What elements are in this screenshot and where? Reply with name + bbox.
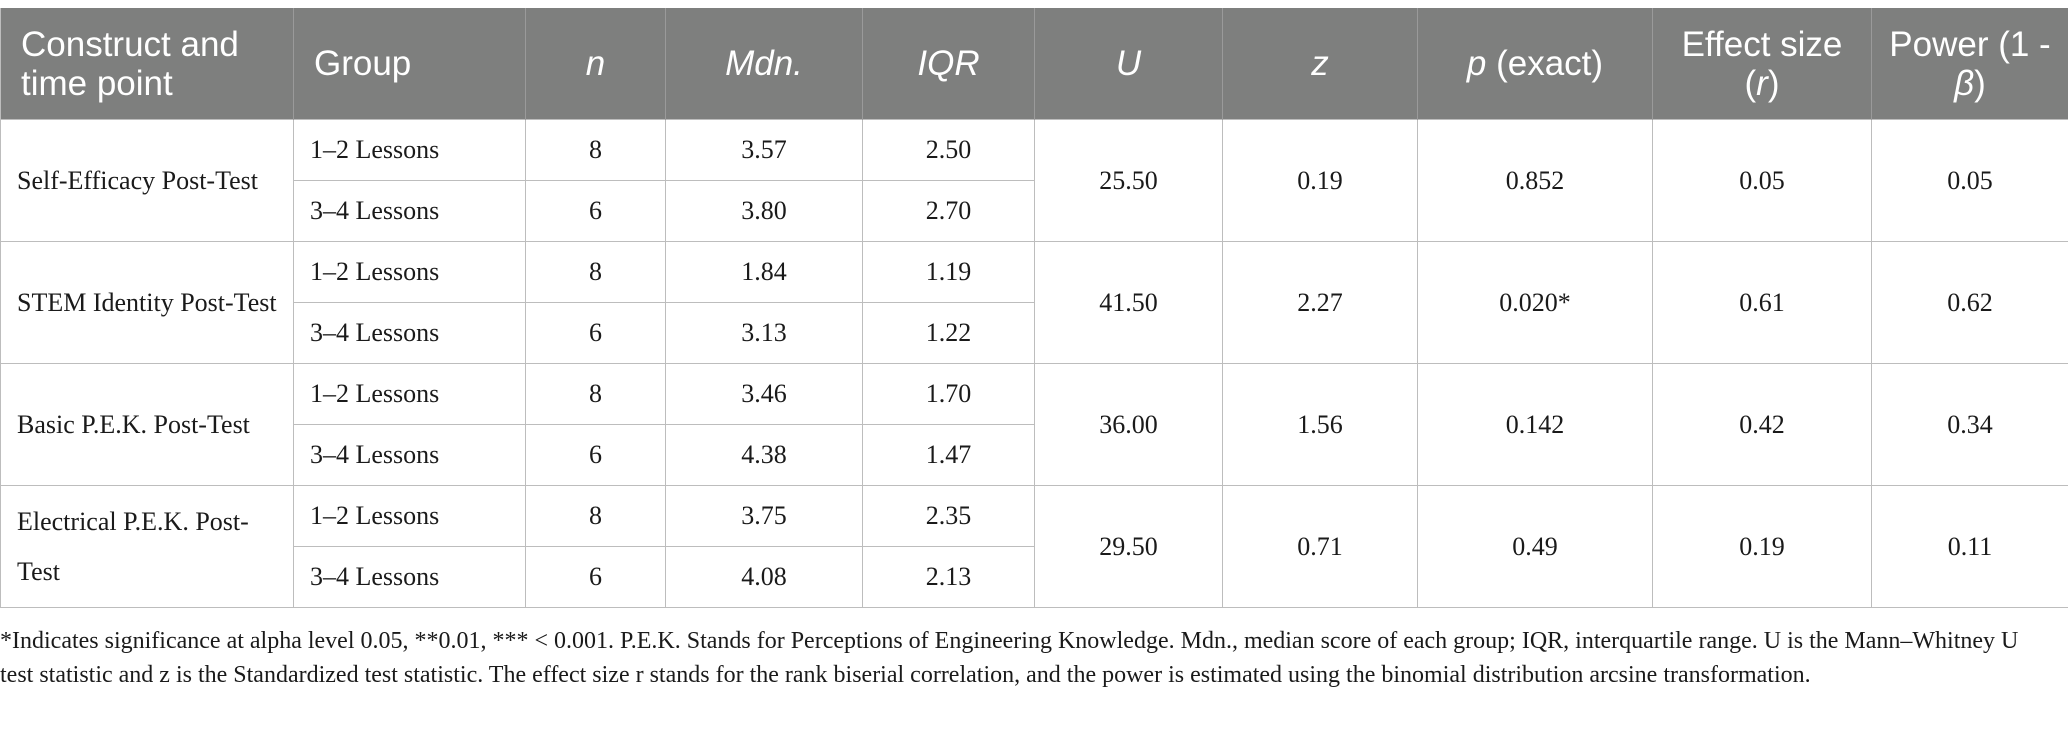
z-cell: 1.56 (1222, 363, 1418, 486)
table-container: Construct and time point Group n Mdn. IQ… (0, 8, 2068, 608)
table-row: Electrical P.E.K. Post-Test 1–2 Lessons … (0, 485, 2068, 608)
iqr-cell: 1.22 (862, 302, 1035, 364)
group-cell: 3–4 Lessons (293, 546, 526, 608)
table-row: 3–4 Lessons 6 3.13 1.22 (1, 302, 2068, 364)
group-cell: 3–4 Lessons (293, 424, 526, 486)
header-power-label: Power (1 - (1889, 24, 2051, 64)
mdn-cell: 4.08 (665, 546, 863, 608)
header-n: n (525, 8, 666, 120)
construct-cell: Self-Efficacy Post-Test (0, 119, 294, 242)
mdn-cell: 1.84 (665, 241, 863, 303)
header-u: U (1034, 8, 1223, 120)
p-cell: 0.142 (1417, 363, 1653, 486)
p-cell: 0.020* (1417, 241, 1653, 364)
header-effect-label: Effect size (1681, 24, 1843, 64)
construct-cell: Basic P.E.K. Post-Test (0, 363, 294, 486)
n-cell: 6 (525, 546, 666, 608)
mdn-cell: 4.38 (665, 424, 863, 486)
construct-cell: Electrical P.E.K. Post-Test (0, 485, 294, 608)
n-cell: 8 (525, 485, 666, 547)
header-iqr: IQR (862, 8, 1035, 120)
header-effect-size: Effect size (r) (1652, 8, 1872, 120)
n-cell: 8 (525, 119, 666, 181)
group-cell: 1–2 Lessons (293, 485, 526, 547)
iqr-cell: 2.50 (862, 119, 1035, 181)
iqr-cell: 1.19 (862, 241, 1035, 303)
mdn-cell: 3.75 (665, 485, 863, 547)
iqr-cell: 1.47 (862, 424, 1035, 486)
header-p: p (exact) (1417, 8, 1653, 120)
construct-cell: STEM Identity Post-Test (0, 241, 294, 364)
group-cell: 3–4 Lessons (293, 302, 526, 364)
iqr-cell: 2.13 (862, 546, 1035, 608)
mdn-cell: 3.57 (665, 119, 863, 181)
header-row: Construct and time point Group n Mdn. IQ… (0, 8, 2068, 120)
effect-size-cell: 0.42 (1652, 363, 1872, 486)
iqr-cell: 2.70 (862, 180, 1035, 242)
z-cell: 0.19 (1222, 119, 1418, 242)
iqr-cell: 1.70 (862, 363, 1035, 425)
header-p-label: (exact) (1486, 44, 1604, 83)
group-cell: 1–2 Lessons (293, 241, 526, 303)
results-table: Construct and time point Group n Mdn. IQ… (0, 8, 2068, 608)
table-row: Basic P.E.K. Post-Test 1–2 Lessons 8 3.4… (0, 363, 2068, 486)
power-cell: 0.62 (1871, 241, 2068, 364)
z-cell: 2.27 (1222, 241, 1418, 364)
effect-size-cell: 0.05 (1652, 119, 1872, 242)
table-row: STEM Identity Post-Test 1–2 Lessons 8 1.… (0, 241, 2068, 364)
mdn-cell: 3.13 (665, 302, 863, 364)
header-z: z (1222, 8, 1418, 120)
header-p-symbol: p (1466, 44, 1487, 83)
power-cell: 0.11 (1871, 485, 2068, 608)
u-cell: 36.00 (1034, 363, 1223, 486)
header-mdn: Mdn. (665, 8, 863, 120)
header-construct: Construct and time point (0, 8, 294, 120)
p-cell: 0.852 (1417, 119, 1653, 242)
n-cell: 6 (525, 180, 666, 242)
table-row: 3–4 Lessons 6 4.08 2.13 (1, 546, 2068, 608)
mdn-cell: 3.80 (665, 180, 863, 242)
z-cell: 0.71 (1222, 485, 1418, 608)
n-cell: 6 (525, 424, 666, 486)
mdn-cell: 3.46 (665, 363, 863, 425)
header-group: Group (293, 8, 526, 120)
table-row: 3–4 Lessons 6 4.38 1.47 (1, 424, 2068, 486)
n-cell: 6 (525, 302, 666, 364)
power-cell: 0.05 (1871, 119, 2068, 242)
n-cell: 8 (525, 363, 666, 425)
u-cell: 41.50 (1034, 241, 1223, 364)
iqr-cell: 2.35 (862, 485, 1035, 547)
header-power: Power (1 - β) (1871, 8, 2068, 120)
p-cell: 0.49 (1417, 485, 1653, 608)
n-cell: 8 (525, 241, 666, 303)
header-effect-symbol: r (1756, 63, 1768, 103)
table-footnote: *Indicates significance at alpha level 0… (0, 628, 2019, 688)
effect-size-cell: 0.61 (1652, 241, 1872, 364)
table-row: 3–4 Lessons 6 3.80 2.70 (1, 180, 2068, 242)
table-row: Self-Efficacy Post-Test 1–2 Lessons 8 3.… (0, 119, 2068, 242)
header-power-symbol: β (1954, 63, 1975, 103)
group-cell: 1–2 Lessons (293, 119, 526, 181)
effect-size-cell: 0.19 (1652, 485, 1872, 608)
u-cell: 29.50 (1034, 485, 1223, 608)
group-cell: 3–4 Lessons (293, 180, 526, 242)
u-cell: 25.50 (1034, 119, 1223, 242)
power-cell: 0.34 (1871, 363, 2068, 486)
group-cell: 1–2 Lessons (293, 363, 526, 425)
